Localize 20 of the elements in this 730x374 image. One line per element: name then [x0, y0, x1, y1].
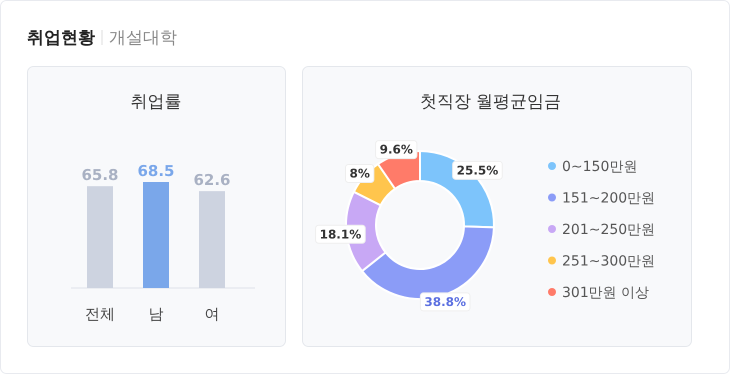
- data-label: 18.1%: [320, 227, 362, 242]
- data-label: 68.5: [137, 162, 175, 180]
- legend-label: 251~300만원: [562, 254, 656, 270]
- data-label: 25.5%: [456, 163, 498, 178]
- legend-label: 201~250만원: [562, 222, 656, 238]
- legend-label: 301만원 이상: [562, 285, 650, 301]
- data-label: 62.6: [193, 171, 231, 190]
- chart-title: 취업률: [130, 92, 182, 112]
- text: 개설대학: [109, 28, 177, 48]
- legend-label: 0~150만원: [562, 159, 638, 175]
- x-tick-label: 남: [148, 305, 164, 323]
- data-label: 9.6%: [380, 142, 413, 157]
- text: 취업현황: [27, 28, 95, 48]
- data-label: 38.8%: [424, 294, 466, 309]
- data-label: 8%: [349, 166, 370, 180]
- x-tick-label: 전체: [85, 305, 115, 323]
- x-tick-label: 여: [204, 305, 220, 323]
- chart-title: 첫직장 월평균임금: [420, 92, 562, 112]
- data-label: 65.8: [81, 166, 119, 184]
- legend-label: 151~200만원: [562, 190, 656, 206]
